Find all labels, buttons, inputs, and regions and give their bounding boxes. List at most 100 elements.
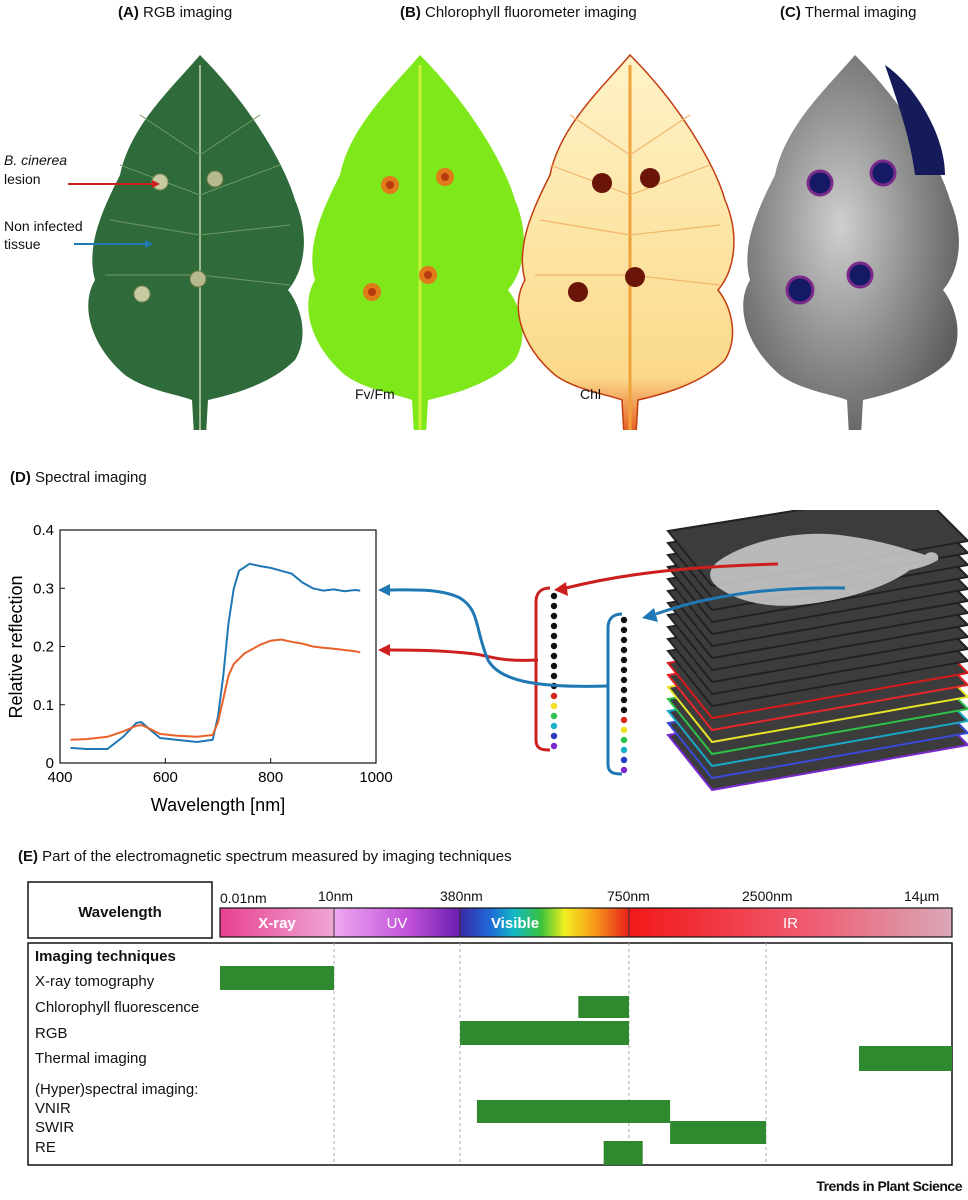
technique-bar (476, 1100, 671, 1123)
lesion-pixel-dot (550, 722, 558, 730)
technique-label: RGB (35, 1025, 68, 1042)
red-spectrum-arrow (389, 648, 539, 662)
blue-cube-arrowhead (642, 608, 658, 622)
lesion-pixel-dot (550, 602, 558, 610)
panel-c-title: (C) Thermal imaging (780, 4, 916, 21)
lesion-pixel-stack (550, 592, 558, 750)
rgb-leaf (88, 55, 304, 430)
panel-c-tag: (C) (780, 4, 801, 21)
y-axis-label: Relative reflection (6, 575, 26, 718)
technique-bars (220, 966, 952, 1165)
chart-lines (70, 562, 361, 750)
panel-d-title: (D) Spectral imaging (10, 469, 147, 486)
y-tick-label: 0.1 (33, 697, 54, 714)
chl-label: Chl (580, 386, 602, 402)
chart-frame (59, 529, 377, 764)
band-visible: Visible (490, 915, 540, 932)
technique-bar (859, 1046, 952, 1071)
y-tick-label: 0 (46, 755, 54, 772)
lesion-pixel-dot (550, 732, 558, 740)
lesion-pixel-dot (550, 612, 558, 620)
spectrum-bar-frame (219, 907, 953, 938)
series-line-1 (70, 638, 361, 741)
technique-label: RE (35, 1139, 56, 1156)
panel-e-text: Part of the electromagnetic spectrum mea… (42, 848, 512, 865)
panel-b-text: Chlorophyll fluorometer imaging (425, 4, 637, 21)
xray-band (220, 908, 334, 937)
band-uv: UV (386, 915, 408, 932)
chl-leaf (517, 54, 735, 430)
lesion-word-label: lesion (4, 171, 41, 187)
tissue-pixel-dot (620, 656, 628, 664)
y-tick-label: 0.3 (33, 580, 54, 597)
x-tick-label: 600 (153, 769, 178, 786)
x-tick-label: 400 (47, 769, 72, 786)
journal-brand: Trends in Plant Science (816, 1178, 962, 1194)
blue-spectrum-arrowhead (378, 584, 390, 596)
lesion-pixel-dot (550, 702, 558, 710)
lesion-pixel-dot (550, 622, 558, 630)
tick-0: 0.01nm (220, 890, 267, 906)
red-spectrum-arrowhead (378, 644, 390, 656)
technique-bar (670, 1121, 766, 1144)
technique-bar (578, 996, 629, 1018)
tissue-pixel-dot (620, 636, 628, 644)
wavelength-row-label: Wavelength (78, 904, 162, 921)
series-line-0 (70, 562, 361, 750)
tissue-pixel-dot (620, 706, 628, 714)
tissue-pixel-dot (620, 686, 628, 694)
band-xray: X-ray (258, 915, 296, 932)
tissue-pixel-dot (620, 716, 628, 724)
panel-d-text: Spectral imaging (35, 469, 147, 486)
tick-3: 750nm (607, 888, 650, 904)
cube-leaf-image (710, 533, 939, 606)
panel-a-text: RGB imaging (143, 4, 233, 21)
panel-a-title: (A) RGB imaging (118, 4, 232, 21)
panel-c-text: Thermal imaging (804, 4, 917, 21)
x-axis-label: Wavelength [nm] (151, 795, 285, 815)
ir-band (629, 908, 952, 937)
panel-d-tag: (D) (10, 469, 31, 486)
blue-bracket (606, 612, 623, 776)
techniques-heading: Imaging techniques (35, 948, 176, 965)
lesion-pixel-dot (550, 662, 558, 670)
y-tick-label: 0.4 (33, 522, 54, 539)
lesion-pixel-dot (550, 712, 558, 720)
thermal-leaf (743, 55, 959, 430)
red-cube-arrow (565, 562, 779, 590)
tick-4: 2500nm (742, 888, 793, 904)
spectrum-diagram (27, 881, 953, 1166)
blue-spectrum-arrow (389, 588, 609, 688)
technique-label: (Hyper)spectral imaging: (35, 1081, 199, 1098)
panel-b-title: (B) Chlorophyll fluorometer imaging (400, 4, 637, 21)
tick-1: 10nm (318, 888, 354, 904)
technique-bar (460, 1021, 629, 1045)
technique-label: Chlorophyll fluorescence (35, 999, 200, 1016)
chart-ticks: 400 600 800 1000 0 0.1 0.2 0.3 0.4 (33, 522, 393, 786)
technique-label: VNIR (35, 1100, 71, 1117)
technique-label: SWIR (35, 1119, 75, 1136)
hyperspectral-diagram (534, 510, 968, 792)
tick-5: 14µm (904, 888, 940, 904)
tissue-arrowhead (145, 240, 153, 248)
red-cube-arrowhead (554, 582, 568, 596)
spectrum-link-arrows (378, 584, 609, 688)
tissue-label: tissue (4, 236, 41, 252)
lesion-pixel-dot (550, 672, 558, 680)
lesion-pixel-dot (550, 642, 558, 650)
panel-e-title: (E) Part of the electromagnetic spectrum… (18, 848, 512, 865)
x-tick-label: 1000 (359, 769, 392, 786)
fvfm-leaf (308, 55, 524, 430)
tissue-pixel-dot (620, 616, 628, 624)
x-tick-label: 800 (258, 769, 283, 786)
technique-bar (220, 966, 334, 990)
non-infected-label: Non infected (4, 218, 83, 234)
visible-band (460, 908, 629, 937)
tissue-pixel-dot (620, 726, 628, 734)
tissue-pixel-stack (620, 616, 628, 774)
fvfm-label: Fv/Fm (355, 386, 395, 402)
lesion-pixel-dot (550, 742, 558, 750)
technique-label: Thermal imaging (35, 1050, 147, 1067)
lesion-pixel-dot (550, 632, 558, 640)
lesion-arrowhead (152, 180, 160, 188)
